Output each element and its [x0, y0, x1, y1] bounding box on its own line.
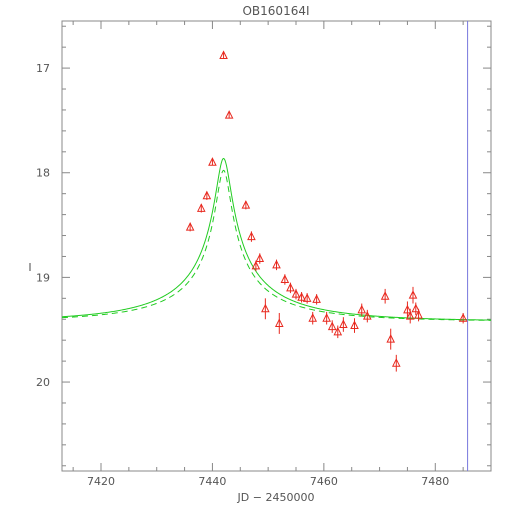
chart-title: OB160164I	[242, 4, 309, 18]
y-axis-label: I	[28, 261, 31, 274]
data-point	[291, 289, 301, 298]
data-point	[286, 282, 295, 292]
data-point	[411, 303, 421, 313]
data-point	[322, 313, 331, 322]
data-point	[380, 291, 390, 300]
data-point	[405, 310, 415, 320]
data-point	[241, 200, 251, 209]
data-point	[280, 274, 290, 283]
data-point	[196, 203, 206, 212]
data-point	[408, 290, 418, 299]
data-point	[274, 318, 284, 327]
x-tick-label: 7480	[421, 475, 449, 488]
model-curve-dashed	[61, 169, 492, 321]
x-axis-label: JD − 2450000	[237, 491, 315, 504]
data-point	[224, 110, 234, 119]
data-point	[403, 304, 412, 314]
data-point	[363, 310, 372, 320]
data-point	[251, 260, 261, 270]
x-tick-label: 7420	[87, 475, 115, 488]
data-point	[327, 321, 337, 331]
data-point	[350, 320, 359, 330]
data-point	[357, 304, 367, 314]
data-point	[339, 319, 348, 328]
data-point	[255, 253, 265, 263]
data-point	[308, 313, 318, 322]
plot-frame	[61, 20, 492, 472]
data-point	[302, 293, 312, 302]
y-tick-label: 20	[36, 376, 50, 389]
y-tick-label: 17	[36, 62, 50, 75]
data-point	[261, 303, 270, 313]
data-point	[272, 259, 281, 269]
data-point	[208, 157, 217, 166]
data-point	[219, 50, 228, 60]
y-tick-label: 19	[36, 271, 50, 284]
data-point	[202, 190, 212, 200]
data-point	[391, 358, 401, 367]
y-tick-label: 18	[36, 167, 50, 180]
data-point	[333, 326, 343, 336]
data-point	[386, 334, 396, 343]
data-point	[414, 309, 423, 319]
data-point	[312, 294, 321, 303]
x-tick-label: 7460	[310, 475, 338, 488]
data-point	[185, 222, 195, 231]
data-point	[297, 292, 306, 301]
data-point	[458, 313, 468, 322]
x-tick-label: 7440	[198, 475, 226, 488]
data-point	[247, 231, 256, 241]
plot-area: 7420 7440 7460 7480 17 18 19 20	[36, 20, 492, 488]
model-curve-solid	[61, 157, 492, 321]
